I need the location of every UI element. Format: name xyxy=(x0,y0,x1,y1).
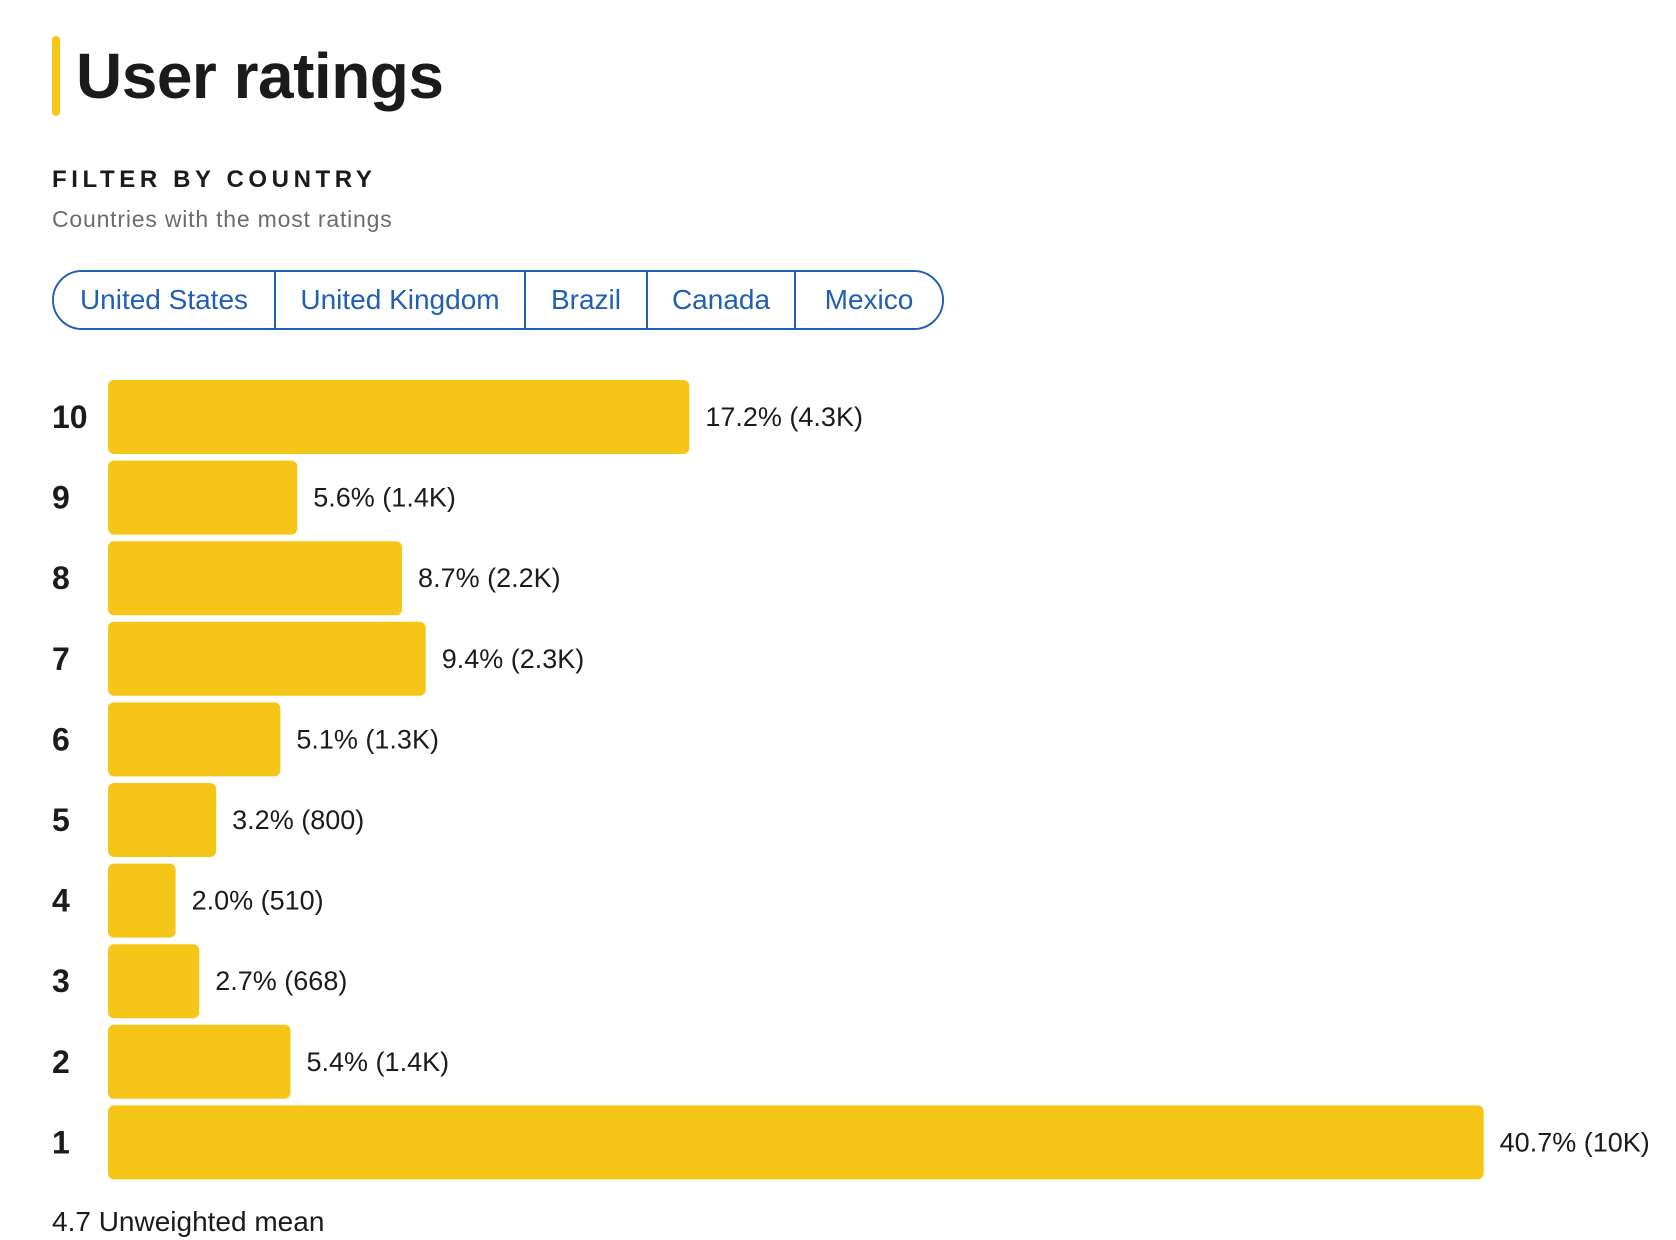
rating-value-label-5: 3.2% (800) xyxy=(232,805,364,835)
rating-bar-4[interactable] xyxy=(108,863,176,938)
filter-heading: FILTER BY COUNTRY xyxy=(52,166,377,193)
rating-label-3: 3 xyxy=(52,963,70,999)
rating-value-label-3: 2.7% (668) xyxy=(215,966,347,996)
rating-bar-7[interactable] xyxy=(108,621,426,696)
unweighted-mean: 4.7 Unweighted mean xyxy=(52,1206,325,1237)
rating-value-label-1: 40.7% (10K) xyxy=(1500,1127,1650,1157)
rating-value-label-2: 5.4% (1.4K) xyxy=(307,1047,450,1077)
rating-value-label-10: 17.2% (4.3K) xyxy=(705,402,863,432)
rating-label-9: 9 xyxy=(52,480,70,516)
rating-bar-3[interactable] xyxy=(108,944,200,1019)
country-filter-group: United States United Kingdom Brazil Cana… xyxy=(52,270,944,330)
rating-label-10: 10 xyxy=(52,399,88,435)
rating-bar-2[interactable] xyxy=(108,1024,291,1099)
rating-label-6: 6 xyxy=(52,721,70,757)
rating-label-8: 8 xyxy=(52,560,70,596)
rating-value-label-7: 9.4% (2.3K) xyxy=(442,644,585,674)
rating-bar-5[interactable] xyxy=(108,783,217,857)
rating-bar-6[interactable] xyxy=(108,702,281,777)
rating-value-label-6: 5.1% (1.3K) xyxy=(296,724,439,754)
title-block: User ratings xyxy=(52,36,444,116)
rating-value-label-8: 8.7% (2.2K) xyxy=(418,563,561,593)
rating-label-1: 1 xyxy=(52,1124,70,1160)
rating-bar-10[interactable] xyxy=(108,380,690,454)
country-button-canada[interactable]: Canada xyxy=(648,272,796,328)
title-accent-bar xyxy=(52,36,60,116)
rating-bar-8[interactable] xyxy=(108,541,403,616)
page-title: User ratings xyxy=(76,40,444,112)
country-button-united-states[interactable]: United States xyxy=(54,272,276,328)
rating-label-5: 5 xyxy=(52,802,70,838)
rating-value-label-9: 5.6% (1.4K) xyxy=(313,483,456,513)
country-button-mexico[interactable]: Mexico xyxy=(796,272,942,328)
filter-subtitle: Countries with the most ratings xyxy=(52,206,393,232)
rating-bar-1[interactable] xyxy=(108,1105,1484,1180)
rating-label-2: 2 xyxy=(52,1044,70,1080)
country-button-brazil[interactable]: Brazil xyxy=(526,272,648,328)
rating-label-4: 4 xyxy=(52,883,70,919)
ratings-bar-chart: 10 17.2% (4.3K) 9 5.6% (1.4K) 8 8.7% (2.2K) 7 9… xyxy=(52,380,1650,1180)
rating-value-label-4: 2.0% (510) xyxy=(192,886,324,916)
rating-bar-9[interactable] xyxy=(108,460,298,535)
country-button-united-kingdom[interactable]: United Kingdom xyxy=(276,272,526,328)
rating-label-7: 7 xyxy=(52,641,70,677)
